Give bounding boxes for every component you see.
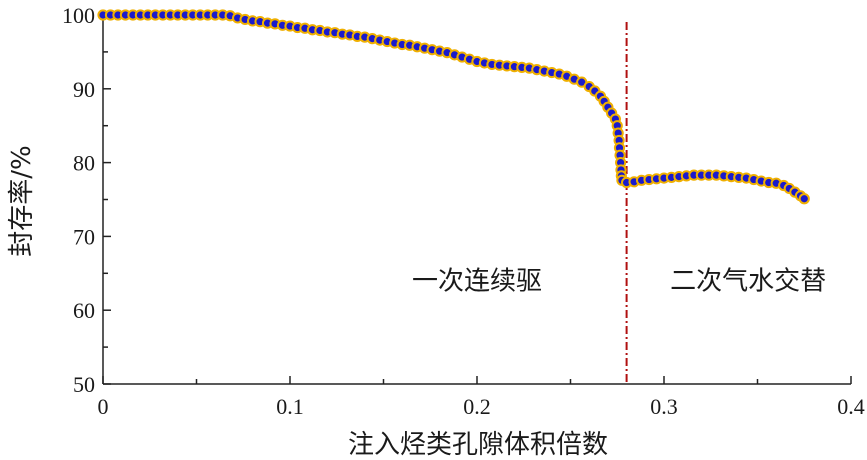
tick-marks [102,14,852,385]
x-axis-title: 注入烃类孔隙体积倍数 [348,430,608,460]
annotation-label: 二次气水交替 [670,267,826,297]
y-tick-label: 100 [62,3,95,28]
x-tick-label: 0.2 [463,394,491,419]
y-tick-label: 60 [73,298,95,323]
tick-labels: 0 0.1 0.2 0.3 0.4 50 60 70 80 90 100 [62,3,865,419]
x-tick-label: 0.4 [837,394,865,419]
data-point [798,193,810,205]
x-tick-label: 0.1 [276,394,304,419]
x-tick-label: 0.3 [650,394,678,419]
axes [102,15,851,385]
y-tick-label: 90 [73,77,95,102]
y-tick-label: 70 [73,224,95,249]
y-tick-label: 50 [73,372,95,397]
y-axis-title: 封存率/% [7,145,37,256]
y-tick-label: 80 [73,151,95,176]
x-tick-label: 0 [98,394,109,419]
annotation-label: 一次连续驱 [412,267,542,297]
data-points [97,9,810,205]
annotations: 一次连续驱 二次气水交替 [412,267,826,297]
